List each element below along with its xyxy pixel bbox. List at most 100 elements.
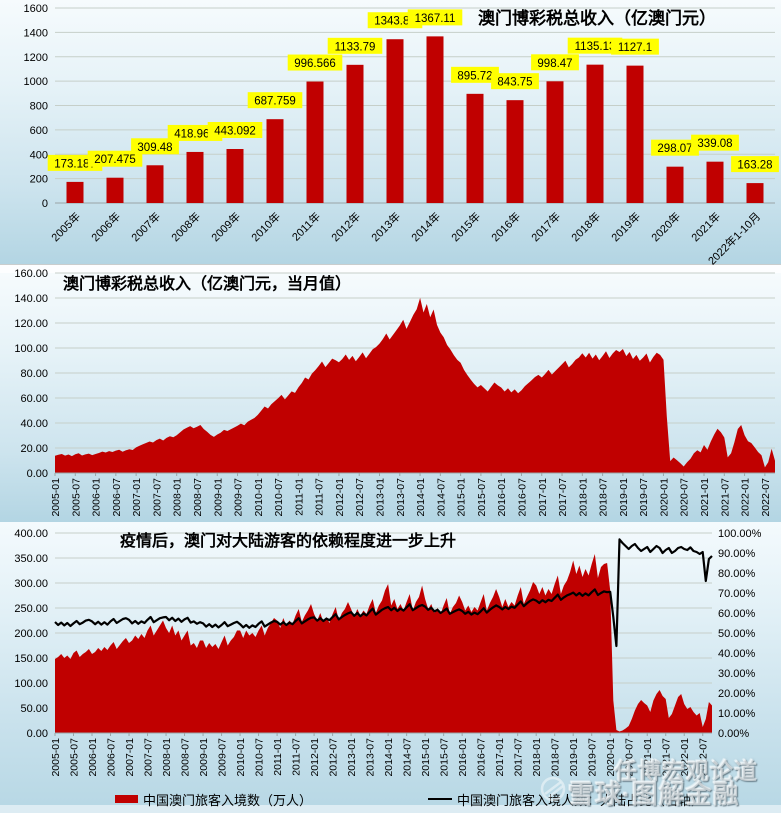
bar-value-label-bg <box>651 139 699 156</box>
bar <box>586 64 604 203</box>
bar-value-label-bg <box>531 54 579 71</box>
x-axis-label: 2020-01 <box>605 738 617 777</box>
x-axis-label: 2011-01 <box>293 478 305 516</box>
right-y-axis-label: 90.00% <box>718 548 756 560</box>
bar <box>306 81 324 203</box>
x-axis-label: 2020-07 <box>624 738 636 777</box>
x-axis-label: 2016-01 <box>496 478 508 517</box>
x-axis-label: 2012-07 <box>328 738 340 777</box>
x-axis-label: 2016年 <box>488 209 523 244</box>
xueqiu-logo-icon <box>540 776 566 802</box>
x-axis-label: 2012年 <box>328 209 363 244</box>
left-y-axis-label: 150.00 <box>14 653 48 665</box>
x-axis-label: 2005-07 <box>70 478 82 517</box>
x-axis-label: 2021-07 <box>661 738 673 777</box>
x-axis-label: 2015-01 <box>420 738 432 777</box>
bar-value-label-bg <box>451 66 499 83</box>
bar-value-label: 163.28 <box>737 160 772 172</box>
bar <box>266 119 284 203</box>
y-axis-label: 40.00 <box>20 418 48 430</box>
legend-line-swatch <box>428 798 452 800</box>
x-axis-label: 2005年 <box>48 209 83 244</box>
x-axis-label: 2008年 <box>168 209 203 244</box>
bar <box>346 64 364 204</box>
x-axis-label: 2005-01 <box>50 738 62 777</box>
left-y-axis-label: 350.00 <box>14 553 48 565</box>
x-axis-label: 2022-01 <box>740 478 752 517</box>
x-axis-label: 2014-07 <box>435 478 447 517</box>
bar-value-label: 687.759 <box>254 96 296 108</box>
x-axis-label: 2017-07 <box>513 738 525 777</box>
bar-value-label: 1343.81 <box>374 16 416 28</box>
x-axis-label: 2022-07 <box>760 478 772 517</box>
x-axis-label: 2008-01 <box>172 478 184 517</box>
bar-value-label: 1133.79 <box>335 41 376 53</box>
monthly-tax-chart-title: 澳门博彩税总收入（亿澳门元，当月值） <box>63 276 352 293</box>
x-axis-label: 2006-01 <box>91 478 103 517</box>
x-axis-label: 2020-07 <box>679 478 691 517</box>
bar <box>426 36 444 203</box>
bar-value-label: 895.72 <box>457 70 492 82</box>
x-axis-label: 2020年 <box>648 209 683 244</box>
x-axis-label: 2018年 <box>568 209 603 244</box>
watermark-account-name: 任博宏观论道 <box>614 758 758 784</box>
x-axis-label: 2017-07 <box>557 478 569 517</box>
x-axis-label: 2008-07 <box>192 478 204 517</box>
bar-value-label: 1135.13 <box>575 41 616 53</box>
left-y-axis-label: 100.00 <box>14 678 48 690</box>
y-axis-label: 0.00 <box>27 468 48 480</box>
x-axis-label: 2011年 <box>289 209 323 243</box>
bar-value-label: 843.75 <box>497 77 532 89</box>
x-axis-label: 2011-07 <box>291 738 303 776</box>
x-axis-label: 2013-01 <box>346 738 358 777</box>
x-axis-label: 2018-07 <box>598 478 610 517</box>
bar-value-label: 418.965 <box>174 128 216 140</box>
x-axis-label: 2018-01 <box>531 738 543 777</box>
watermark-xueqiu: 雪球·图解金融 <box>568 779 740 809</box>
visitors-chart-title: 疫情后，澳门对大陆游客的依赖程度进一步上升 <box>120 533 457 550</box>
bar-value-label-bg <box>611 38 659 55</box>
y-axis-label: 60.00 <box>20 393 48 405</box>
bar-value-label: 173.187 <box>54 158 96 170</box>
x-axis-label: 2011-01 <box>272 738 284 776</box>
bar-value-label-bg <box>491 73 539 90</box>
x-axis-label: 2016-01 <box>457 738 469 777</box>
right-y-axis-label: 30.00% <box>718 668 756 680</box>
bar-value-label-bg <box>691 134 739 151</box>
annual-tax-chart-title: 澳门博彩税总收入（亿澳门元） <box>478 9 716 28</box>
x-axis-label: 2007-01 <box>131 478 143 517</box>
y-axis-label: 140.00 <box>14 293 48 305</box>
visitors-area <box>55 554 712 733</box>
right-y-axis-label: 40.00% <box>718 648 756 660</box>
x-axis-label: 2015年 <box>448 209 483 244</box>
bar <box>466 93 484 203</box>
x-axis-label: 2006-07 <box>106 738 118 777</box>
y-axis-label: 1400 <box>24 27 48 39</box>
x-axis-label: 2016-07 <box>516 478 528 517</box>
bar <box>706 161 724 203</box>
bar <box>186 151 204 203</box>
legend-label-visitors: 中国澳门旅客入境数（万人） <box>143 793 313 808</box>
bar <box>666 166 684 203</box>
right-y-axis-label: 20.00% <box>718 688 756 700</box>
left-y-axis-label: 250.00 <box>14 603 48 615</box>
x-axis-label: 2006-01 <box>87 738 99 777</box>
bar-value-label-bg <box>327 37 383 54</box>
x-axis-label: 2017-01 <box>494 738 506 777</box>
x-axis-label: 2008-01 <box>161 738 173 777</box>
x-axis-label: 2009-01 <box>212 478 224 517</box>
x-axis-label: 2019-01 <box>618 478 630 517</box>
x-axis-label: 2018-01 <box>577 478 589 517</box>
right-y-axis-label: 80.00% <box>718 568 756 580</box>
right-y-axis-label: 60.00% <box>718 608 756 620</box>
bar-value-label: 339.08 <box>697 138 732 150</box>
x-axis-label: 2009-01 <box>198 738 210 777</box>
y-axis-label: 20.00 <box>20 443 48 455</box>
bar <box>506 100 524 203</box>
x-axis-label: 2006年 <box>88 209 123 244</box>
y-axis-label: 100.00 <box>14 343 48 355</box>
x-axis-label: 2014-07 <box>402 738 414 777</box>
y-axis-label: 600 <box>30 125 48 137</box>
